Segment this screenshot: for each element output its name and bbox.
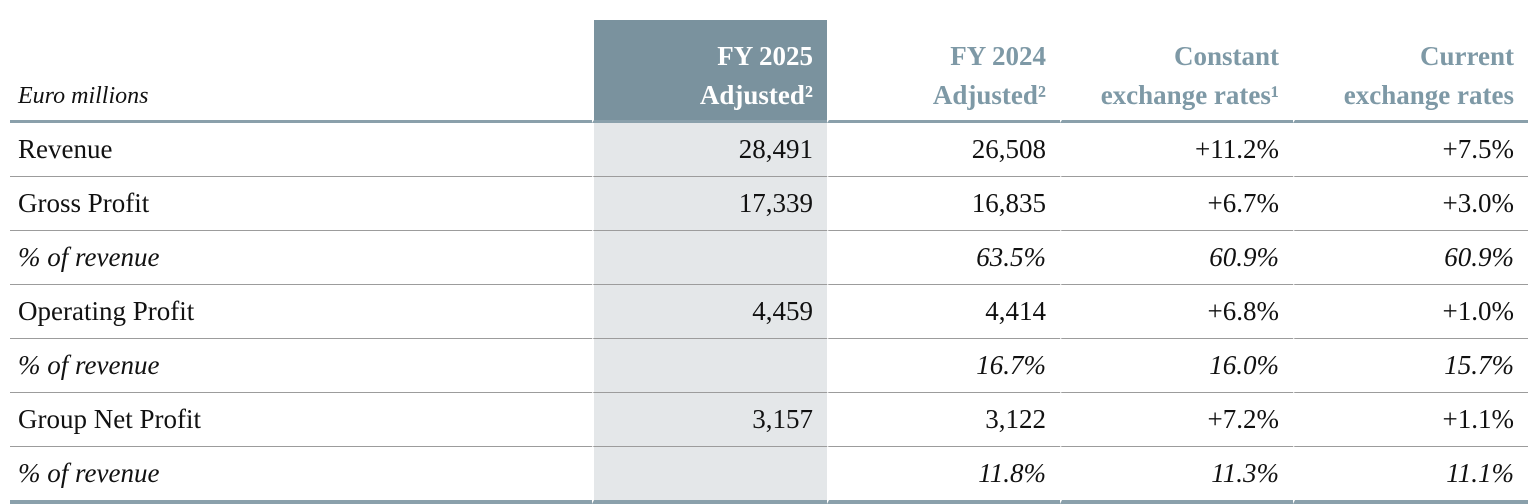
cell-constant: 16.0%	[1060, 339, 1293, 393]
header-row: Euro millions FY 2025 Adjusted² FY 2024 Adj…	[10, 20, 1528, 123]
column-header-constant: Constant exchange rates¹	[1060, 20, 1293, 123]
cell-constant: +6.7%	[1060, 177, 1293, 231]
row-label: % of revenue	[10, 447, 592, 504]
column-header-fy2025: FY 2025 Adjusted²	[592, 20, 827, 123]
table-row: Gross Profit 17,339 16,835 +6.7% +3.0%	[10, 177, 1528, 231]
column-header-line1: Constant	[1173, 41, 1279, 71]
cell-constant: +6.8%	[1060, 285, 1293, 339]
table-row: Revenue 28,491 26,508 +11.2% +7.5%	[10, 123, 1528, 177]
cell-fy2025: 28,491	[592, 123, 827, 177]
cell-fy2024: 63.5%	[827, 231, 1060, 285]
cell-fy2025	[592, 339, 827, 393]
cell-current: 15.7%	[1293, 339, 1528, 393]
cell-fy2025: 3,157	[592, 393, 827, 447]
cell-current: 11.1%	[1293, 447, 1528, 504]
cell-fy2024: 11.8%	[827, 447, 1060, 504]
column-header-current: Current exchange rates	[1293, 20, 1528, 123]
table-row: Group Net Profit 3,157 3,122 +7.2% +1.1%	[10, 393, 1528, 447]
table-row: Operating Profit 4,459 4,414 +6.8% +1.0%	[10, 285, 1528, 339]
unit-label: Euro millions	[10, 20, 592, 123]
cell-fy2024: 26,508	[827, 123, 1060, 177]
column-header-line2: exchange rates	[1343, 80, 1514, 110]
cell-constant: +7.2%	[1060, 393, 1293, 447]
row-label: Operating Profit	[10, 285, 592, 339]
cell-constant: 11.3%	[1060, 447, 1293, 504]
column-header-fy2024: FY 2024 Adjusted²	[827, 20, 1060, 123]
row-label: % of revenue	[10, 231, 592, 285]
cell-constant: 60.9%	[1060, 231, 1293, 285]
cell-fy2025	[592, 231, 827, 285]
table-row: % of revenue 63.5% 60.9% 60.9%	[10, 231, 1528, 285]
cell-fy2025: 17,339	[592, 177, 827, 231]
cell-current: +1.1%	[1293, 393, 1528, 447]
cell-constant: +11.2%	[1060, 123, 1293, 177]
column-header-line2: Adjusted²	[932, 80, 1046, 110]
cell-fy2025: 4,459	[592, 285, 827, 339]
cell-current: +1.0%	[1293, 285, 1528, 339]
column-header-line1: FY 2024	[950, 41, 1046, 71]
cell-current: +7.5%	[1293, 123, 1528, 177]
table-row: % of revenue 11.8% 11.3% 11.1%	[10, 447, 1528, 504]
table-row: % of revenue 16.7% 16.0% 15.7%	[10, 339, 1528, 393]
column-header-line2: exchange rates¹	[1100, 80, 1279, 110]
row-label: % of revenue	[10, 339, 592, 393]
row-label: Revenue	[10, 123, 592, 177]
cell-fy2024: 3,122	[827, 393, 1060, 447]
results-table: Euro millions FY 2025 Adjusted² FY 2024 Adj…	[10, 20, 1528, 504]
row-label: Group Net Profit	[10, 393, 592, 447]
cell-current: +3.0%	[1293, 177, 1528, 231]
column-header-line1: Current	[1420, 41, 1514, 71]
financial-results-table: Euro millions FY 2025 Adjusted² FY 2024 Adj…	[10, 20, 1528, 504]
row-label: Gross Profit	[10, 177, 592, 231]
column-header-line2: Adjusted²	[699, 80, 813, 110]
cell-fy2025	[592, 447, 827, 504]
cell-current: 60.9%	[1293, 231, 1528, 285]
cell-fy2024: 4,414	[827, 285, 1060, 339]
cell-fy2024: 16.7%	[827, 339, 1060, 393]
cell-fy2024: 16,835	[827, 177, 1060, 231]
column-header-line1: FY 2025	[717, 41, 813, 71]
